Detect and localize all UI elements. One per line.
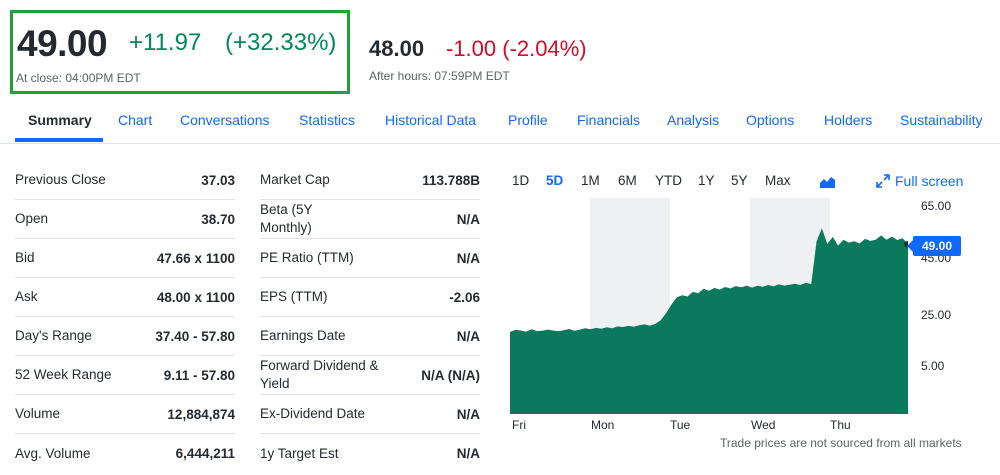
mountain-chart-icon[interactable]	[820, 175, 835, 188]
stat-row: Ask 48.00 x 1100	[15, 278, 235, 317]
stat-value: N/A	[456, 211, 480, 227]
stat-value: N/A	[456, 446, 480, 461]
stat-value: 48.00 x 1100	[156, 289, 235, 305]
quote-highlight-box: 49.00 +11.97 (+32.33%) At close: 04:00PM…	[10, 10, 350, 94]
range-button-1y[interactable]: 1Y	[698, 173, 715, 188]
range-button-max[interactable]: Max	[765, 173, 791, 188]
price-chart[interactable]	[510, 198, 908, 414]
stat-value: N/A (N/A)	[421, 367, 480, 383]
stat-label: Ask	[15, 289, 38, 304]
data-disclaimer: Trade prices are not sourced from all ma…	[720, 436, 962, 450]
stat-row: Bid 47.66 x 1100	[15, 239, 235, 278]
stat-label: PE Ratio (TTM)	[260, 250, 354, 265]
current-price-badge: 49.00	[907, 236, 961, 256]
stat-row: Open 38.70	[15, 200, 235, 239]
active-tab-indicator	[15, 138, 103, 142]
y-tick-label: 65.00	[921, 199, 952, 213]
tab-historical-data[interactable]: Historical Data	[385, 112, 477, 128]
full-screen-label: Full screen	[895, 173, 964, 189]
stat-value: 9.11 - 57.80	[163, 367, 235, 383]
x-tick-label: Tue	[670, 418, 691, 432]
x-tick-label: Wed	[751, 418, 776, 432]
stat-row: Ex-Dividend Date N/A	[260, 395, 480, 434]
after-hours-price: 48.00	[369, 36, 425, 61]
range-button-ytd[interactable]: YTD	[655, 173, 682, 188]
stat-label: Ex-Dividend Date	[260, 406, 366, 421]
after-hours-change: -1.00 (-2.04%)	[446, 36, 587, 61]
stat-label: Beta (5Y Monthly)	[260, 202, 313, 235]
tab-conversations[interactable]: Conversations	[180, 112, 270, 128]
range-button-6m[interactable]: 6M	[618, 173, 637, 188]
after-hours-time: After hours: 07:59PM EDT	[369, 69, 510, 83]
stat-value: 47.66 x 1100	[156, 250, 235, 266]
stat-label: EPS (TTM)	[260, 289, 328, 304]
last-price: 49.00	[17, 23, 108, 64]
stat-label: 52 Week Range	[15, 367, 112, 382]
stat-value: 37.40 - 57.80	[155, 328, 235, 344]
y-tick-label: 5.00	[921, 359, 945, 373]
range-button-1m[interactable]: 1M	[581, 173, 600, 188]
stat-row: Avg. Volume 6,444,211	[15, 434, 235, 473]
tab-financials[interactable]: Financials	[577, 112, 641, 128]
stat-row: Forward Dividend & Yield N/A (N/A)	[260, 356, 480, 395]
stat-label: Bid	[15, 250, 35, 265]
stat-label: 1y Target Est	[260, 445, 339, 461]
quote-nav-tabs: Summary Chart Conversations Statistics H…	[0, 108, 1000, 144]
full-screen-button[interactable]: Full screen	[876, 173, 963, 189]
range-button-5y[interactable]: 5Y	[731, 173, 748, 188]
stat-value: 37.03	[201, 172, 235, 188]
range-button-5d[interactable]: 5D	[546, 173, 564, 188]
tab-profile[interactable]: Profile	[508, 112, 548, 128]
x-tick-label: Thu	[830, 418, 851, 432]
tab-analysis[interactable]: Analysis	[667, 112, 720, 128]
expand-arrows-icon	[876, 174, 890, 188]
tab-summary[interactable]: Summary	[28, 112, 92, 128]
stat-label: Avg. Volume	[15, 445, 91, 461]
stat-value: 113.788B	[422, 172, 480, 188]
price-change: +11.97	[129, 29, 202, 56]
stat-row: Volume 12,884,874	[15, 395, 235, 434]
tab-chart[interactable]: Chart	[118, 112, 153, 128]
stat-value: -2.06	[449, 289, 480, 305]
price-area	[510, 228, 908, 414]
stat-row: PE Ratio (TTM) N/A	[260, 239, 480, 278]
stat-value: N/A	[456, 328, 480, 344]
stat-row: Day's Range 37.40 - 57.80	[15, 317, 235, 356]
stat-row: Earnings Date N/A	[260, 317, 480, 356]
stat-row: Beta (5Y Monthly) N/A	[260, 200, 480, 239]
y-tick-label: 25.00	[921, 308, 952, 322]
stat-label: Previous Close	[15, 172, 106, 187]
stat-row: Previous Close 37.03	[15, 161, 235, 200]
close-time: At close: 04:00PM EDT	[16, 71, 141, 85]
stat-row: 52 Week Range 9.11 - 57.80	[15, 356, 235, 395]
stat-value: 12,884,874	[167, 406, 235, 422]
tab-statistics[interactable]: Statistics	[299, 112, 356, 128]
stat-label: Earnings Date	[260, 328, 346, 343]
tab-options[interactable]: Options	[746, 112, 795, 128]
stat-row: Market Cap 113.788B	[260, 161, 480, 200]
price-change-percent: (+32.33%)	[225, 29, 337, 56]
tab-sustainability[interactable]: Sustainability	[900, 112, 983, 128]
stat-value: N/A	[456, 250, 480, 266]
stat-label: Forward Dividend & Yield	[260, 358, 379, 391]
stat-label: Day's Range	[15, 328, 92, 343]
stat-value: 38.70	[201, 211, 235, 227]
stat-value: 6,444,211	[175, 446, 235, 461]
x-tick-label: Fri	[512, 418, 526, 432]
tab-holders[interactable]: Holders	[824, 112, 873, 128]
stat-row: EPS (TTM) -2.06	[260, 278, 480, 317]
stat-value: N/A	[456, 406, 480, 422]
stat-label: Open	[15, 211, 49, 226]
x-tick-label: Mon	[591, 418, 615, 432]
stat-label: Market Cap	[260, 172, 330, 187]
stat-row: 1y Target Est N/A	[260, 434, 480, 473]
range-button-1d[interactable]: 1D	[512, 173, 530, 188]
stat-label: Volume	[15, 406, 61, 421]
